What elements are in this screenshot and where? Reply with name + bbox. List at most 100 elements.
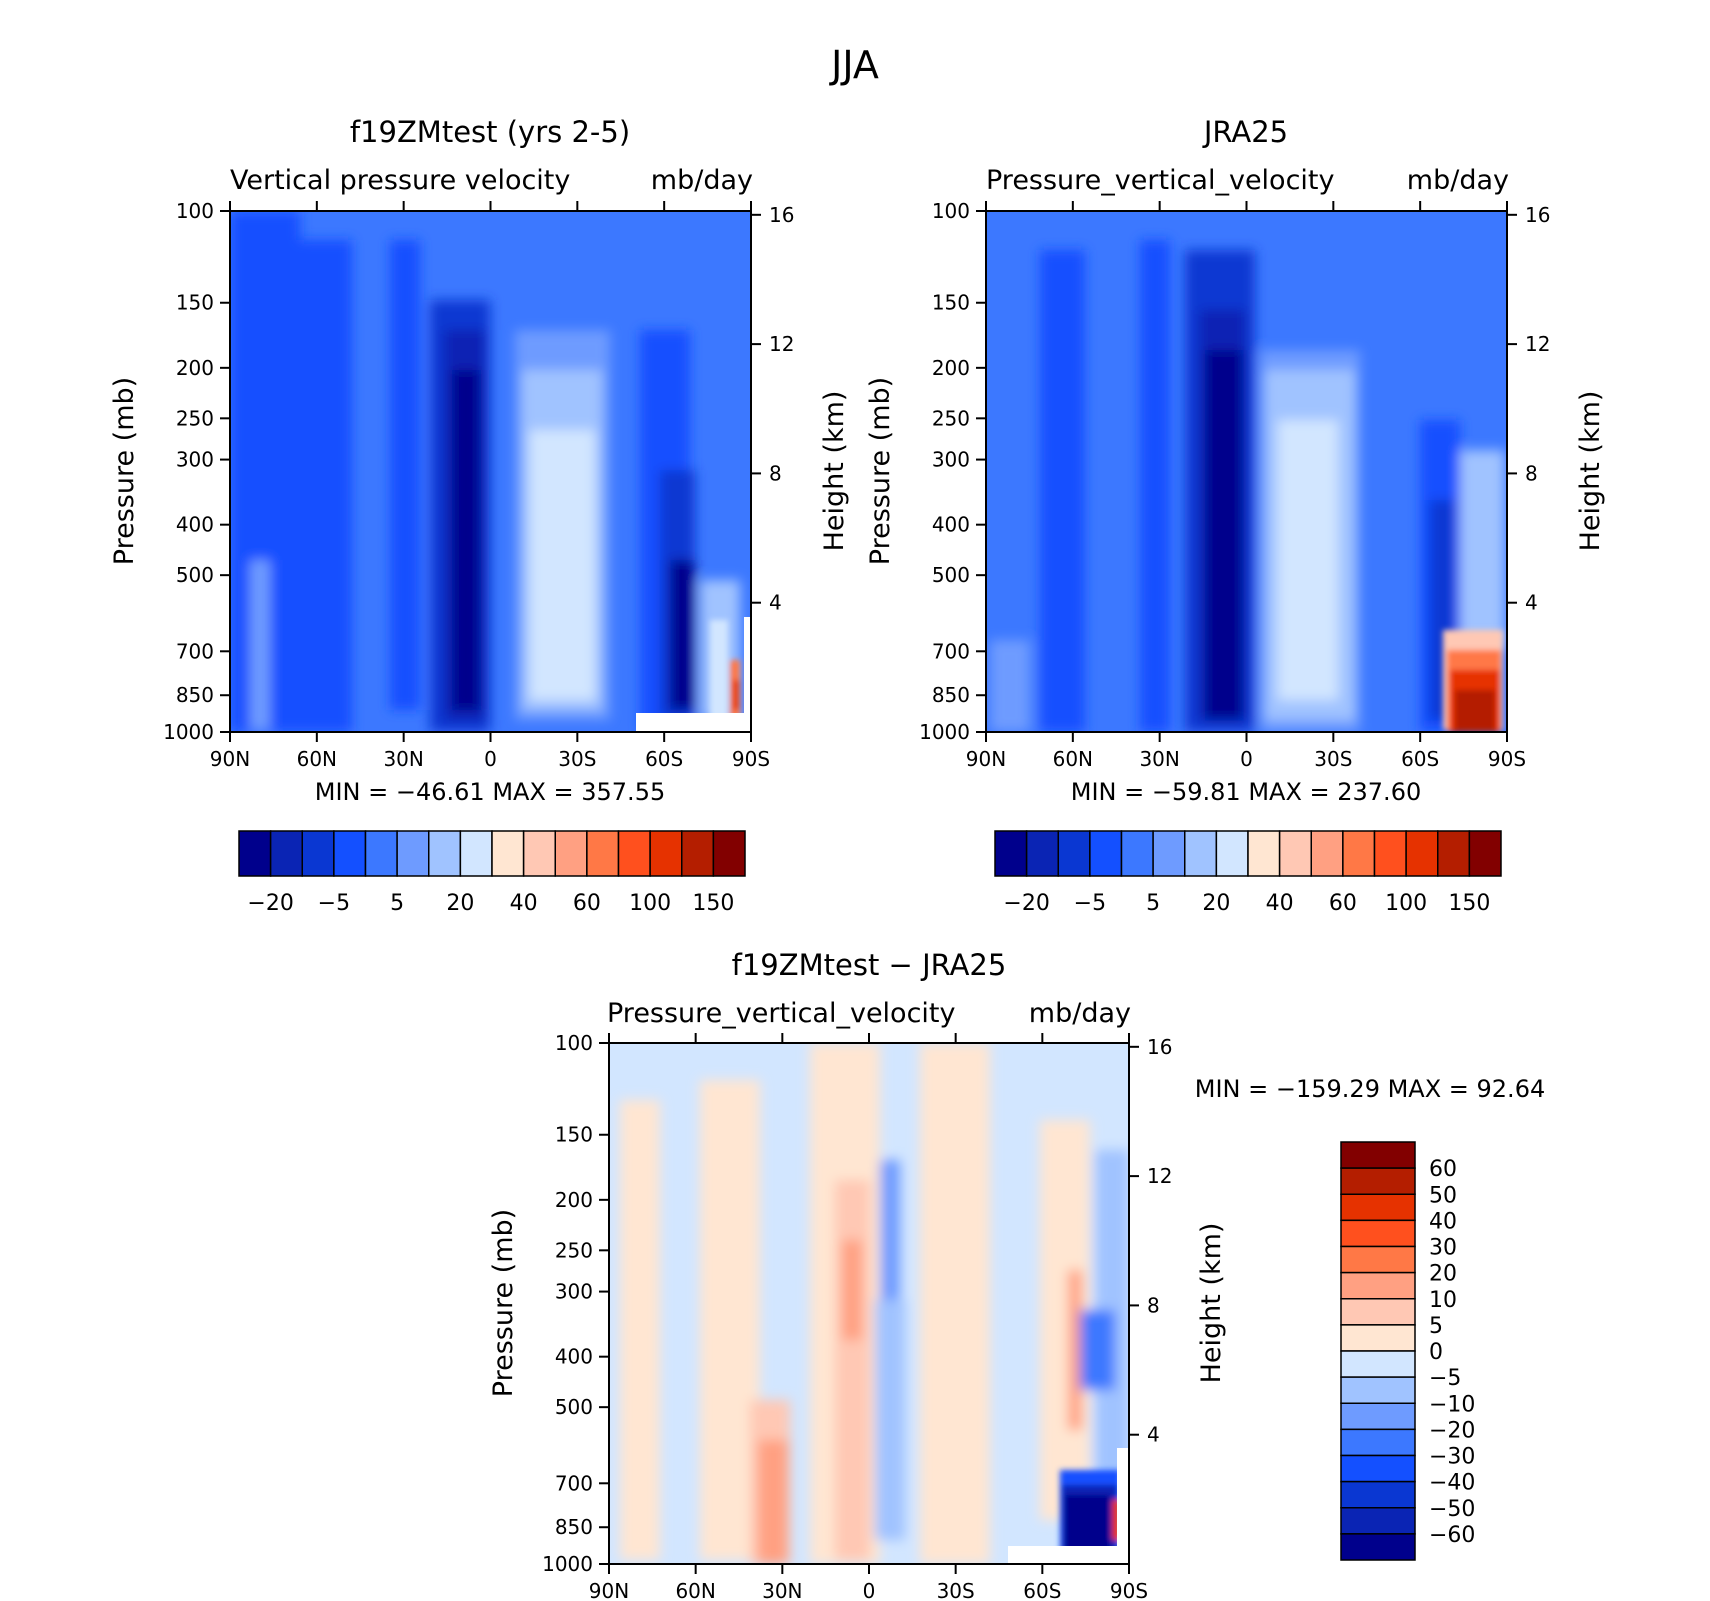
colorbar-label: 150 — [692, 891, 734, 916]
y-tick-label: 300 — [176, 448, 214, 472]
colorbar-swatch — [1215, 830, 1249, 877]
x-tick-label: 60N — [297, 747, 337, 771]
x-tick-label: 30N — [1139, 747, 1179, 771]
y-right-tick-label: 8 — [769, 461, 782, 485]
colorbar-label: 100 — [1385, 891, 1427, 916]
colorbar-swatch — [649, 830, 683, 877]
colorbar-swatch — [1340, 1245, 1416, 1274]
x-tick-label: 60N — [675, 1579, 715, 1601]
colorbar-label: −20 — [1429, 1418, 1475, 1443]
y-right-tick-label: 16 — [1525, 203, 1550, 227]
colorbar-label: 60 — [573, 891, 601, 916]
colorbar-label: 100 — [629, 891, 671, 916]
y-axis-label: Pressure (mb) — [109, 377, 140, 565]
y-tick-label: 300 — [932, 448, 970, 472]
x-tick-label: 90N — [210, 747, 250, 771]
y-tick-label: 700 — [555, 1471, 593, 1495]
y-tick-label: 850 — [176, 683, 214, 707]
colorbar-swatch — [1340, 1141, 1416, 1169]
colorbar-swatch — [333, 830, 367, 877]
colorbar-swatch — [1340, 1454, 1416, 1483]
colorbar-swatch — [1340, 1533, 1416, 1561]
y-tick-label: 100 — [932, 199, 970, 223]
colorbar-swatch — [1373, 830, 1407, 877]
colorbar-swatch — [1340, 1480, 1416, 1509]
colorbar-swatch — [1184, 830, 1218, 877]
y-right-tick-label: 4 — [1525, 591, 1538, 615]
panel-subtitle-right: mb/day — [651, 165, 753, 196]
panel-title: f19ZMtest − JRA25 — [732, 948, 1007, 982]
x-tick-label: 60S — [1401, 747, 1439, 771]
colorbar-label: 5 — [1429, 1314, 1443, 1339]
colorbar-label: 40 — [510, 891, 538, 916]
x-tick-label: 0 — [863, 1579, 876, 1601]
contour-field — [986, 211, 1507, 732]
contour-field — [609, 1043, 1129, 1564]
colorbar-label: 60 — [1329, 891, 1357, 916]
y-tick-label: 700 — [176, 639, 214, 663]
y-tick-label: 200 — [176, 356, 214, 380]
colorbar-swatch — [522, 830, 556, 877]
panel-difference: f19ZMtest − JRA25 Pressure_vertical_velo… — [488, 948, 1545, 1601]
y-right-tick-label: 16 — [769, 203, 794, 227]
panel-subtitle-right: mb/day — [1029, 998, 1131, 1029]
colorbar-swatch — [1089, 830, 1123, 877]
colorbar-label: −20 — [1003, 891, 1049, 916]
colorbar-label: −60 — [1429, 1523, 1475, 1548]
min-max-stats: MIN = −59.81 MAX = 237.60 — [1071, 778, 1421, 806]
colorbar-swatch — [554, 830, 588, 877]
y-right-tick-label: 12 — [1525, 332, 1550, 356]
colorbar-swatch — [1025, 830, 1059, 877]
colorbar-swatch — [1342, 830, 1376, 877]
panel-obs: JRA25 Pressure_vertical_velocity mb/day — [865, 115, 1606, 916]
colorbar-label: 5 — [1146, 891, 1160, 916]
y-tick-label: 100 — [176, 199, 214, 223]
y-tick-label: 850 — [932, 683, 970, 707]
axes: 100 150 200 250 300 400 500 700 850 1000 16 12 8 4 90N… — [542, 1031, 1172, 1601]
panel-subtitle-left: Vertical pressure velocity — [230, 165, 570, 196]
colorbar-label: −40 — [1429, 1471, 1475, 1496]
x-tick-label: 30N — [762, 1579, 802, 1601]
colorbar-swatch — [1278, 830, 1312, 877]
colorbar-swatch — [712, 830, 746, 877]
colorbar-swatch — [1340, 1271, 1416, 1300]
y-tick-label: 400 — [555, 1345, 593, 1369]
colorbar-label: 40 — [1429, 1209, 1457, 1234]
colorbar-swatch — [1247, 830, 1281, 877]
colorbar-swatch — [1340, 1193, 1416, 1222]
y-tick-label: 200 — [555, 1188, 593, 1212]
y-right-tick-label: 8 — [1525, 461, 1538, 485]
y-right-tick-label: 8 — [1147, 1293, 1160, 1317]
y-axis-label: Pressure (mb) — [865, 377, 896, 565]
colorbar-label: 20 — [446, 891, 474, 916]
x-tick-label: 30S — [1314, 747, 1352, 771]
colorbar-swatch — [1340, 1402, 1416, 1431]
y-tick-label: 1000 — [919, 720, 970, 744]
contour-field — [230, 211, 751, 732]
y-tick-label: 100 — [555, 1031, 593, 1055]
colorbar-swatch — [1468, 830, 1502, 877]
colorbar-label: 0 — [1429, 1340, 1443, 1365]
y-axis-label-right: Height (km) — [819, 391, 850, 552]
y-right-tick-label: 12 — [769, 332, 794, 356]
panel-title: f19ZMtest (yrs 2-5) — [350, 115, 630, 149]
colorbar-label: 60 — [1429, 1157, 1457, 1182]
y-axis-label-right: Height (km) — [1575, 391, 1606, 552]
y-tick-label: 150 — [555, 1123, 593, 1147]
colorbar-swatch — [238, 830, 272, 877]
colorbar-swatch — [459, 830, 493, 877]
x-tick-label: 30S — [558, 747, 596, 771]
y-tick-label: 150 — [176, 291, 214, 315]
colorbar-swatch — [1340, 1219, 1416, 1248]
colorbar-swatch — [1340, 1324, 1416, 1352]
colorbar-swatch — [1437, 830, 1471, 877]
colorbar-swatch — [1120, 830, 1154, 877]
colorbar-label: −10 — [1429, 1392, 1475, 1417]
y-tick-label: 250 — [176, 406, 214, 430]
panel-subtitle-left: Pressure_vertical_velocity — [986, 165, 1335, 196]
y-right-tick-label: 4 — [769, 591, 782, 615]
y-axis-label: Pressure (mb) — [488, 1209, 519, 1397]
colorbar-swatch — [1310, 830, 1344, 877]
colorbar: −20 −5 5 20 40 60 100 150 — [238, 830, 746, 916]
colorbar-label: −20 — [247, 891, 293, 916]
